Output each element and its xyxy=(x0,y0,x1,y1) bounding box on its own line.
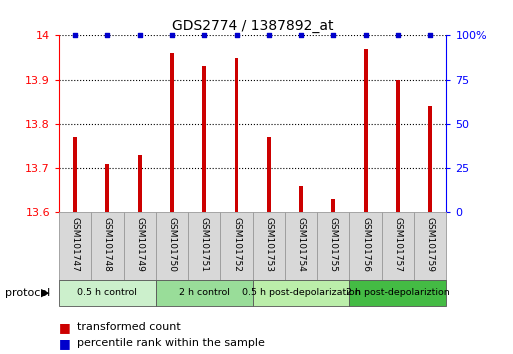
Bar xyxy=(252,212,285,280)
Bar xyxy=(234,58,239,212)
Text: GSM101756: GSM101756 xyxy=(361,217,370,272)
Bar xyxy=(73,137,77,212)
Text: GSM101753: GSM101753 xyxy=(264,217,273,272)
Point xyxy=(362,33,370,38)
Bar xyxy=(299,186,303,212)
Text: GSM101757: GSM101757 xyxy=(393,217,402,272)
Text: GSM101759: GSM101759 xyxy=(426,217,435,272)
Text: GSM101754: GSM101754 xyxy=(297,217,306,272)
Bar xyxy=(349,212,382,280)
Text: GSM101752: GSM101752 xyxy=(232,217,241,272)
Bar xyxy=(156,212,188,280)
Text: GSM101748: GSM101748 xyxy=(103,217,112,272)
Text: ▶: ▶ xyxy=(41,288,49,298)
Bar xyxy=(59,212,91,280)
Bar xyxy=(364,49,367,212)
Text: protocol: protocol xyxy=(5,288,50,298)
Text: GSM101751: GSM101751 xyxy=(200,217,209,272)
Bar xyxy=(202,67,206,212)
Point xyxy=(232,33,241,38)
Text: ■: ■ xyxy=(59,337,71,350)
Point xyxy=(329,33,338,38)
Bar xyxy=(124,212,156,280)
Bar xyxy=(59,280,156,306)
Bar xyxy=(91,212,124,280)
Bar xyxy=(396,80,400,212)
Bar xyxy=(221,212,252,280)
Text: GSM101749: GSM101749 xyxy=(135,217,144,272)
Bar xyxy=(331,199,336,212)
Text: transformed count: transformed count xyxy=(77,322,181,332)
Text: 2 h post-depolariztion: 2 h post-depolariztion xyxy=(346,289,450,297)
Text: 0.5 h post-depolarization: 0.5 h post-depolarization xyxy=(242,289,360,297)
Point xyxy=(297,33,305,38)
Bar xyxy=(138,155,142,212)
Bar xyxy=(170,53,174,212)
Point xyxy=(265,33,273,38)
Bar xyxy=(252,280,349,306)
Bar xyxy=(106,164,109,212)
Bar xyxy=(382,212,414,280)
Bar xyxy=(285,212,317,280)
Point xyxy=(71,33,79,38)
Text: 0.5 h control: 0.5 h control xyxy=(77,289,137,297)
Bar xyxy=(317,212,349,280)
Bar xyxy=(188,212,221,280)
Text: 2 h control: 2 h control xyxy=(179,289,230,297)
Text: percentile rank within the sample: percentile rank within the sample xyxy=(77,338,265,348)
Text: GSM101747: GSM101747 xyxy=(71,217,80,272)
Point xyxy=(426,33,435,38)
Bar xyxy=(349,280,446,306)
Text: ■: ■ xyxy=(59,321,71,334)
Title: GDS2774 / 1387892_at: GDS2774 / 1387892_at xyxy=(172,19,333,33)
Bar xyxy=(414,212,446,280)
Text: GSM101755: GSM101755 xyxy=(329,217,338,272)
Text: GSM101750: GSM101750 xyxy=(167,217,176,272)
Point xyxy=(200,33,208,38)
Point xyxy=(394,33,402,38)
Bar xyxy=(156,280,252,306)
Point xyxy=(168,33,176,38)
Bar xyxy=(428,106,432,212)
Point xyxy=(103,33,111,38)
Point xyxy=(135,33,144,38)
Bar xyxy=(267,137,271,212)
